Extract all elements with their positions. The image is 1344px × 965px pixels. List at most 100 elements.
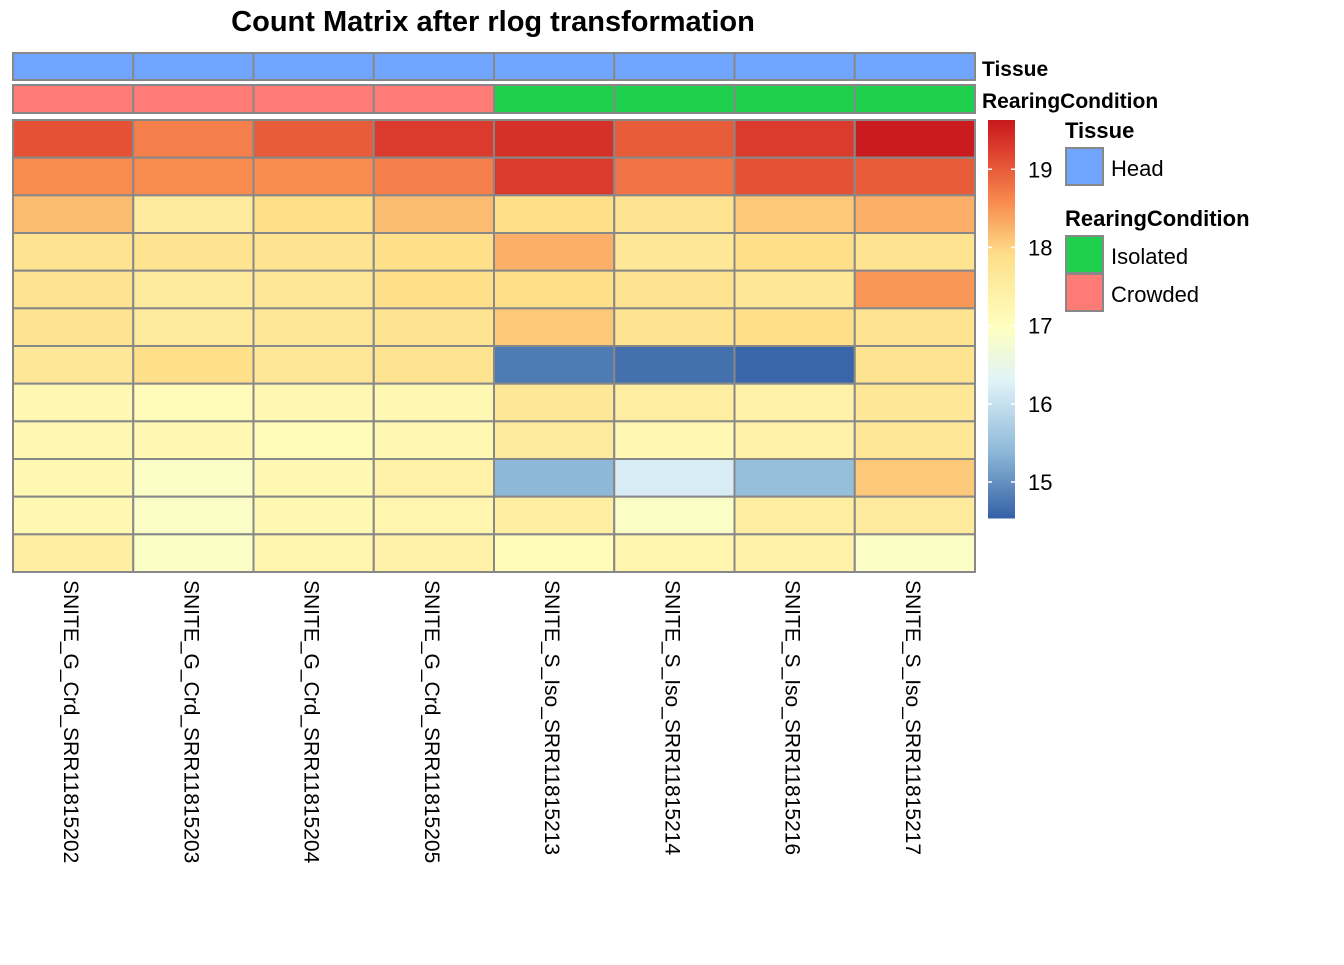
colorbar-segment bbox=[988, 314, 1015, 317]
heatmap-cell bbox=[372, 345, 495, 385]
colorbar-segment bbox=[988, 176, 1015, 179]
colorbar-segment bbox=[988, 348, 1015, 351]
colorbar-segment bbox=[988, 214, 1015, 217]
colorbar-segment bbox=[988, 172, 1015, 175]
colorbar-segment bbox=[988, 218, 1015, 221]
annotation-cell bbox=[252, 52, 375, 81]
colorbar-segment bbox=[988, 368, 1015, 371]
colorbar-segment bbox=[988, 168, 1015, 171]
colorbar-segment bbox=[988, 432, 1015, 435]
heatmap-cell bbox=[372, 156, 495, 197]
colorbar-segment bbox=[988, 122, 1015, 125]
colorbar-segment bbox=[988, 266, 1015, 269]
colorbar-segment bbox=[988, 290, 1015, 293]
colorbar-segment bbox=[988, 490, 1015, 493]
legend-swatch bbox=[1065, 235, 1104, 274]
colorbar-segment bbox=[988, 366, 1015, 369]
heatmap-cell bbox=[493, 458, 616, 498]
colorbar-segment bbox=[988, 204, 1015, 207]
heatmap-cell bbox=[12, 307, 135, 348]
heatmap-cell bbox=[733, 119, 856, 159]
colorbar-segment bbox=[988, 384, 1015, 387]
colorbar-segment bbox=[988, 382, 1015, 385]
heatmap-cell bbox=[252, 269, 375, 310]
colorbar-segment bbox=[988, 184, 1015, 187]
colorbar-segment bbox=[988, 134, 1015, 137]
colorbar-segment bbox=[988, 232, 1015, 235]
colorbar-tick-label: 19 bbox=[1028, 157, 1052, 182]
colorbar-segment bbox=[988, 390, 1015, 393]
colorbar-segment bbox=[988, 188, 1015, 191]
column-label: SNITE_G_Crd_SRR11815204 bbox=[300, 580, 323, 864]
colorbar-segment bbox=[988, 136, 1015, 139]
heatmap-cell bbox=[493, 156, 616, 197]
colorbar-segment bbox=[988, 202, 1015, 205]
heatmap-cell bbox=[252, 382, 375, 423]
colorbar-segment bbox=[988, 324, 1015, 327]
colorbar-segment bbox=[988, 448, 1015, 451]
colorbar-segment bbox=[988, 508, 1015, 511]
annotation-label-rearing: RearingCondition bbox=[982, 90, 1158, 113]
heatmap-cell bbox=[372, 495, 495, 536]
colorbar-segment bbox=[988, 262, 1015, 265]
column-label: SNITE_S_Iso_SRR11815217 bbox=[901, 580, 924, 855]
heatmap-cell bbox=[132, 533, 255, 573]
colorbar-segment bbox=[988, 166, 1015, 169]
colorbar-segment bbox=[988, 464, 1015, 467]
heatmap-cell bbox=[613, 194, 736, 234]
colorbar-segment bbox=[988, 280, 1015, 283]
colorbar-segment bbox=[988, 414, 1015, 417]
colorbar-segment bbox=[988, 238, 1015, 241]
colorbar-segment bbox=[988, 488, 1015, 491]
annotation-cell bbox=[613, 52, 736, 81]
annotation-cell bbox=[12, 84, 135, 114]
colorbar-segment bbox=[988, 424, 1015, 427]
heatmap-cell bbox=[853, 382, 976, 423]
heatmap-cell bbox=[493, 382, 616, 423]
colorbar-segment bbox=[988, 196, 1015, 199]
colorbar-segment bbox=[988, 336, 1015, 339]
colorbar-segment bbox=[988, 482, 1015, 485]
colorbar-segment bbox=[988, 494, 1015, 497]
colorbar-segment bbox=[988, 484, 1015, 487]
colorbar-segment bbox=[988, 306, 1015, 309]
heatmap-cell bbox=[613, 307, 736, 348]
colorbar-segment bbox=[988, 194, 1015, 197]
colorbar-segment bbox=[988, 404, 1015, 407]
heatmap-cell bbox=[12, 194, 135, 234]
heatmap-cell bbox=[252, 458, 375, 498]
heatmap-cell bbox=[493, 420, 616, 461]
colorbar-segment bbox=[988, 468, 1015, 471]
heatmap-cell bbox=[12, 382, 135, 423]
colorbar-segment bbox=[988, 310, 1015, 313]
colorbar-segment bbox=[988, 270, 1015, 273]
heatmap-cell bbox=[372, 307, 495, 348]
colorbar-tick-label: 15 bbox=[1028, 470, 1052, 495]
heatmap-cells bbox=[12, 119, 976, 573]
colorbar-segment bbox=[988, 278, 1015, 281]
heatmap-cell bbox=[12, 533, 135, 573]
heatmap-cell bbox=[853, 420, 976, 461]
colorbar-segment bbox=[988, 158, 1015, 161]
annotation-cell bbox=[372, 52, 495, 81]
heatmap-cell bbox=[733, 156, 856, 197]
colorbar-segment bbox=[988, 480, 1015, 483]
colorbar-segment bbox=[988, 462, 1015, 465]
colorbar-segment bbox=[988, 396, 1015, 399]
colorbar-segment bbox=[988, 466, 1015, 469]
heatmap-cell bbox=[372, 533, 495, 573]
heatmap-cell bbox=[733, 382, 856, 423]
colorbar-segment bbox=[988, 344, 1015, 347]
colorbar-segment bbox=[988, 392, 1015, 395]
colorbar-segment bbox=[988, 506, 1015, 509]
colorbar-segment bbox=[988, 210, 1015, 213]
colorbar-segment bbox=[988, 376, 1015, 379]
annotation-cell bbox=[132, 52, 255, 81]
heatmap-cell bbox=[12, 495, 135, 536]
colorbar-segment bbox=[988, 276, 1015, 279]
colorbar-segment bbox=[988, 192, 1015, 195]
heatmap-cell bbox=[493, 269, 616, 310]
heatmap-cell bbox=[252, 495, 375, 536]
colorbar-segment bbox=[988, 492, 1015, 495]
heatmap-cell bbox=[132, 382, 255, 423]
